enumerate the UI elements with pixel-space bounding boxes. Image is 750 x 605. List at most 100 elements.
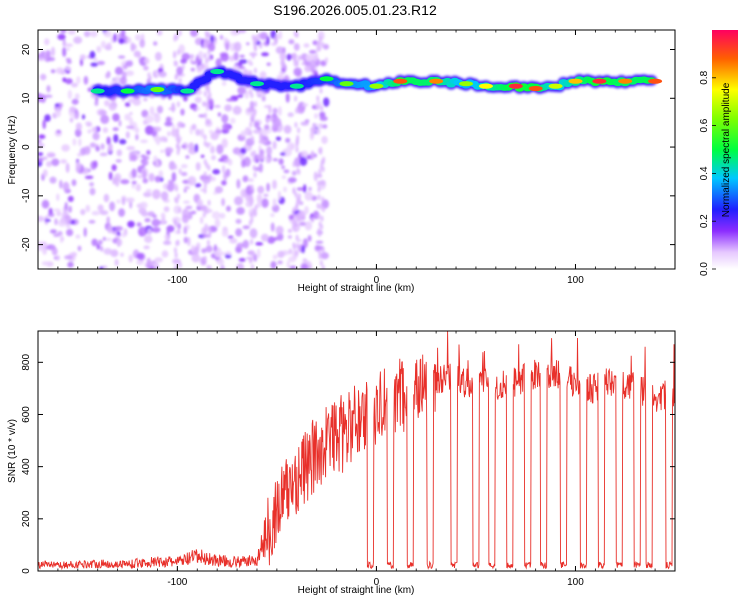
- noise-blob: [222, 123, 230, 132]
- noise-blob: [71, 179, 77, 187]
- noise-blob: [62, 77, 67, 83]
- streak-blob: [249, 211, 253, 218]
- noise-blob: [239, 54, 245, 58]
- noise-blob: [252, 129, 262, 134]
- streak-blob: [253, 37, 257, 44]
- ridge-peak: [568, 78, 583, 84]
- noise-blob: [183, 208, 187, 215]
- noise-blob: [41, 156, 48, 160]
- streak-blob: [318, 45, 322, 52]
- noise-blob: [181, 214, 189, 224]
- streak-blob: [251, 251, 255, 258]
- noise-blob: [60, 217, 67, 224]
- noise-blob: [44, 94, 53, 98]
- ridge-peak: [180, 88, 195, 94]
- noise-blob: [221, 165, 226, 174]
- noise-blob: [261, 95, 266, 102]
- noise-blob: [69, 106, 77, 113]
- streak-blob: [178, 121, 182, 128]
- y-tick-label: 10: [21, 92, 32, 104]
- noise-blob: [276, 74, 285, 82]
- noise-blob: [226, 98, 235, 102]
- noise-blob: [323, 97, 330, 107]
- streak-blob: [207, 164, 211, 171]
- noise-blob: [66, 60, 72, 64]
- streak-blob: [202, 211, 206, 218]
- noise-blob: [288, 39, 295, 45]
- streak-blob: [297, 127, 301, 134]
- ridge-peak: [369, 83, 384, 89]
- noise-blob: [147, 72, 151, 79]
- snr-y-label: SNR (10 * v/v): [7, 419, 18, 483]
- noise-blob: [41, 199, 50, 209]
- noise-blob: [159, 176, 164, 182]
- noise-blob: [94, 101, 99, 106]
- noise-blob: [75, 165, 80, 173]
- streak-blob: [317, 186, 321, 193]
- streak-blob: [250, 264, 255, 269]
- streak-blob: [295, 107, 299, 114]
- noise-blob: [71, 82, 78, 88]
- noise-blob: [181, 144, 187, 149]
- noise-blob: [210, 145, 215, 154]
- ridge-peak: [548, 83, 563, 89]
- noise-blob: [77, 152, 82, 157]
- noise-blob: [124, 113, 131, 121]
- y-tick-label: 0: [21, 568, 32, 574]
- noise-blob: [309, 59, 316, 69]
- colorbar-label: Normalized spectral amplitude: [721, 82, 732, 217]
- noise-blob: [74, 93, 80, 100]
- noise-blob: [99, 109, 107, 116]
- noise-blob: [131, 183, 135, 189]
- noise-blob: [149, 264, 154, 269]
- noise-blob: [154, 113, 161, 123]
- noise-blob: [135, 34, 141, 41]
- noise-blob: [266, 62, 271, 66]
- noise-blob: [125, 70, 134, 76]
- noise-blob: [75, 122, 82, 131]
- noise-blob: [319, 179, 326, 186]
- streak-blob: [178, 77, 182, 84]
- noise-blob: [238, 59, 248, 64]
- streak-blob: [295, 250, 299, 257]
- noise-blob: [44, 114, 51, 122]
- noise-blob: [253, 253, 258, 262]
- streak-blob: [254, 101, 258, 108]
- noise-blob: [143, 65, 149, 71]
- noise-blob: [214, 218, 221, 228]
- x-tick-label: -100: [167, 275, 187, 286]
- noise-blob: [79, 54, 86, 61]
- noise-blob: [264, 124, 270, 130]
- noise-blob: [256, 154, 265, 161]
- noise-blob: [124, 102, 131, 107]
- noise-blob: [67, 30, 76, 35]
- streak-blob: [204, 208, 208, 215]
- noise-blob: [299, 221, 306, 226]
- noise-blob: [158, 71, 167, 78]
- noise-blob: [99, 210, 109, 216]
- noise-blob: [238, 30, 247, 34]
- noise-blob: [249, 100, 255, 109]
- noise-blob: [257, 185, 265, 194]
- noise-blob: [315, 123, 320, 128]
- ridge-peak: [393, 78, 408, 84]
- noise-blob: [61, 144, 70, 152]
- noise-blob: [183, 200, 190, 204]
- noise-blob: [286, 260, 290, 269]
- noise-blob: [161, 217, 165, 225]
- noise-blob: [258, 162, 263, 173]
- noise-blob: [270, 261, 277, 269]
- noise-blob: [258, 139, 268, 144]
- noise-blob: [56, 210, 62, 217]
- noise-blob: [142, 159, 149, 166]
- noise-blob: [259, 133, 263, 141]
- noise-blob: [114, 259, 119, 266]
- noise-blob: [205, 245, 213, 253]
- noise-blob: [54, 109, 62, 118]
- noise-blob: [181, 64, 185, 70]
- noise-blob: [112, 113, 120, 122]
- noise-blob: [220, 264, 225, 269]
- noise-blob: [272, 107, 278, 114]
- ridge-peak: [120, 88, 135, 94]
- noise-blob: [227, 158, 233, 166]
